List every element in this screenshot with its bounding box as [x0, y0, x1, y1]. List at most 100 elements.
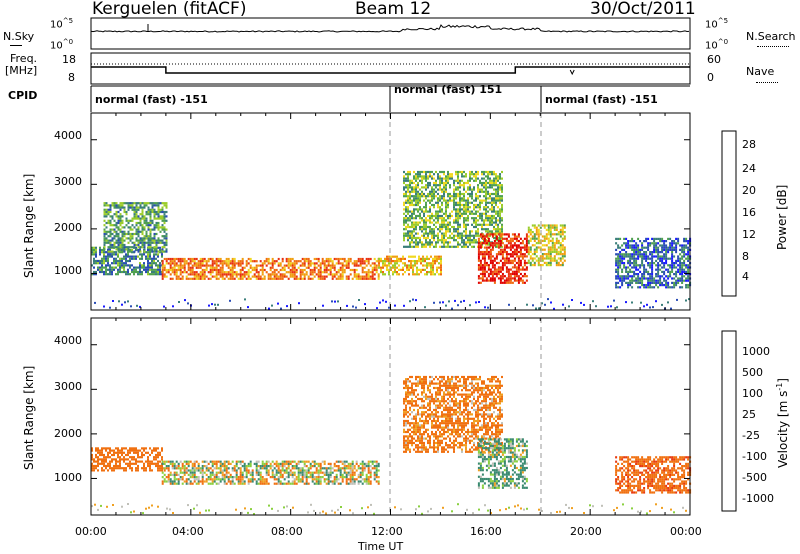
power-panel-cell [519, 250, 522, 254]
power-panel-cell [479, 217, 481, 220]
power-panel-cell [337, 271, 340, 274]
power-panel-cell [439, 188, 441, 191]
power-panel-cell [459, 206, 461, 209]
power-panel-cell [197, 260, 200, 263]
power-panel-cell [631, 257, 634, 260]
power-panel-cell [117, 270, 119, 274]
power-panel-cell [325, 271, 328, 274]
power-panel-cell [461, 239, 463, 242]
power-panel-cell [491, 246, 494, 249]
power-panel-cell [463, 208, 465, 211]
power-panel-cell [427, 175, 429, 178]
power-panel-cell [457, 177, 459, 180]
power-panel-cell [655, 279, 658, 282]
velocity-panel-cell [239, 469, 242, 472]
power-panel-cell [153, 232, 156, 236]
power-panel-cell [135, 202, 138, 205]
power-panel-cell [457, 173, 459, 176]
power-panel-cell [267, 273, 270, 276]
power-panel-cell [671, 251, 674, 254]
power-panel-cell [135, 228, 138, 231]
velocity-panel-cell [209, 476, 212, 479]
power-panel-cell [623, 262, 626, 265]
velocity-panel-cell [197, 467, 200, 470]
power-panel-cell [403, 232, 405, 235]
velocity-panel-cell [181, 467, 184, 470]
power-panel-cell [475, 241, 477, 244]
power-panel-cell [281, 277, 284, 280]
power-panel-cell [481, 255, 484, 258]
power-panel-cell [443, 221, 445, 224]
power-panel-cell [131, 228, 134, 231]
power-panel-cell [409, 203, 411, 207]
power-panel-cell [495, 217, 497, 220]
velocity-panel-cell [91, 456, 93, 459]
power-panel-cell [673, 246, 676, 249]
power-panel-cell [119, 239, 122, 242]
power-panel-cell [535, 246, 538, 249]
power-panel-cell [493, 270, 496, 273]
velocity-panel-cell [235, 462, 238, 465]
power-panel-cell [105, 230, 108, 233]
power-panel-cell [483, 199, 485, 202]
velocity-panel-cell [107, 456, 109, 459]
power-panel-cell [426, 255, 428, 258]
power-panel-cell [119, 262, 121, 265]
power-panel-cell [499, 233, 502, 236]
power-panel-cell [431, 170, 433, 174]
power-panel-cell [151, 264, 153, 267]
velocity-panel-cell [145, 460, 147, 463]
power-panel-cell [259, 264, 262, 267]
power-panel-cell [241, 257, 244, 261]
power-panel-cell [429, 175, 431, 178]
power-panel-scatter [94, 301, 96, 304]
velocity-panel-cell [97, 460, 99, 463]
power-panel-cell [219, 266, 222, 269]
power-panel-cell [409, 245, 411, 248]
power-panel-cell [559, 257, 562, 260]
velocity-panel-cell [221, 465, 224, 468]
velocity-panel-cell [131, 469, 133, 472]
power-panel-cell [191, 264, 194, 267]
power-panel-cell [145, 237, 148, 240]
nave-tick-high: 60 [707, 53, 721, 66]
power-panel-cell [419, 221, 421, 224]
power-panel-cell [99, 248, 101, 252]
power-panel-cell [209, 266, 212, 269]
power-panel-cell [405, 210, 407, 213]
power-panel-cell [187, 273, 190, 276]
power-panel-cell [377, 277, 380, 280]
power-panel-cell [425, 217, 427, 220]
velocity-panel-cell [165, 460, 168, 463]
power-panel-cell [149, 253, 151, 256]
velocity-panel-cell [201, 482, 204, 485]
power-panel-cell [269, 277, 272, 280]
power-panel-cell [483, 181, 485, 185]
velocity-panel-cell [209, 478, 212, 481]
power-panel-cell [463, 241, 465, 244]
power-panel-cell [423, 221, 425, 224]
power-panel-cell [481, 170, 483, 174]
power-panel-cell [143, 266, 145, 269]
velocity-panel-cell [169, 480, 172, 483]
power-panel-cell [483, 264, 486, 267]
velocity-panel-cell [123, 469, 125, 472]
velocity-panel-cell [311, 460, 314, 463]
power-panel-cell [649, 262, 652, 265]
power-panel-cell [467, 241, 469, 244]
velocity-panel-cell [127, 451, 129, 454]
power-panel-cell [633, 246, 636, 249]
power-panel-cell [165, 243, 168, 247]
power-panel-cell [213, 266, 216, 269]
power-panel-cell [137, 273, 139, 276]
power-panel-cell [515, 250, 518, 254]
power-panel-cell [115, 248, 118, 251]
velocity-panel-cell [203, 480, 206, 483]
power-panel-cell [663, 284, 666, 287]
power-panel-cell [115, 215, 118, 218]
power-panel-cell [459, 184, 461, 187]
power-panel-cell [417, 199, 419, 202]
power-panel-cell [225, 275, 228, 278]
velocity-panel-cell [251, 469, 254, 472]
power-panel-cell [493, 201, 495, 204]
